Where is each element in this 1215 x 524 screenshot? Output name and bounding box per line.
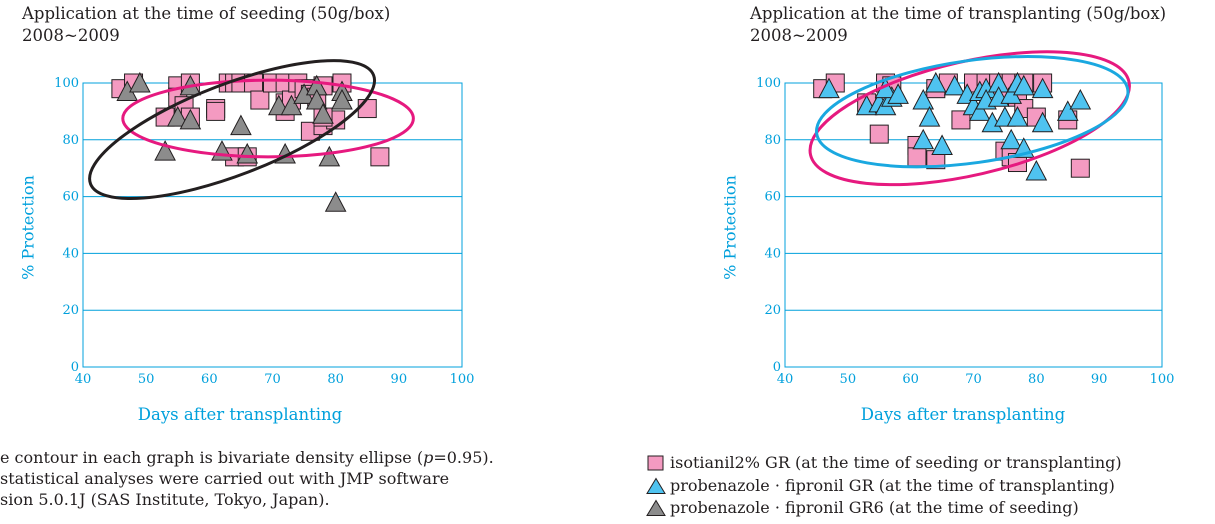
- plot-frame: [784, 82, 1163, 368]
- data-point-triangle: [1056, 100, 1079, 121]
- legend-triangle-marker: [646, 477, 666, 494]
- y-tick-label: 0: [773, 360, 781, 375]
- x-tick-label: 40: [777, 372, 794, 387]
- data-point-triangle: [230, 114, 252, 136]
- data-point-square: [250, 90, 270, 110]
- data-point-triangle: [305, 88, 328, 110]
- y-tick-label: 20: [62, 303, 79, 318]
- data-point-square: [357, 99, 377, 119]
- data-point-triangle: [1031, 111, 1054, 133]
- y-tick-label: 40: [62, 246, 79, 261]
- chart-seeding: Application at the time of seeding (50g/…: [0, 0, 480, 440]
- data-point-triangle: [236, 142, 259, 164]
- data-point-triangle: [1000, 128, 1023, 150]
- data-point-triangle: [324, 191, 347, 212]
- data-point-triangle: [943, 74, 966, 96]
- data-point-square: [206, 101, 226, 121]
- chart-subtitle: 2008~2009: [750, 26, 848, 45]
- x-axis-label: Days after transplanting: [137, 405, 343, 424]
- data-point-triangle: [912, 88, 935, 110]
- x-axis-label: Days after transplanting: [860, 405, 1066, 424]
- legend-label: isotianil2% GR (at the time of seeding o…: [670, 453, 1122, 472]
- x-tick-label: 100: [1150, 372, 1175, 387]
- legend-label: probenazole · fipronil GR6 (at the time …: [670, 498, 1079, 517]
- data-point-triangle: [887, 83, 909, 104]
- data-point-triangle: [1025, 159, 1048, 181]
- data-point-triangle: [968, 100, 991, 121]
- x-tick-label: 60: [902, 372, 919, 387]
- chart-title: Application at the time of transplanting…: [750, 4, 1167, 23]
- y-tick-label: 80: [62, 133, 79, 148]
- x-tick-label: 100: [450, 372, 475, 387]
- data-point-triangle: [312, 103, 334, 124]
- data-point-triangle: [166, 106, 189, 127]
- footnote: e contour in each graph is bivariate den…: [0, 447, 494, 510]
- x-tick-label: 50: [138, 372, 155, 387]
- footnote-text: =0.95).: [433, 448, 494, 467]
- chart-transplanting: Application at the time of transplanting…: [640, 0, 1175, 440]
- footnote-line-2: statistical analyses were carried out wi…: [0, 469, 450, 488]
- footnote-text: e contour in each graph is bivariate den…: [0, 448, 424, 467]
- legend-square-marker: [647, 455, 664, 471]
- x-tick-label: 60: [201, 372, 218, 387]
- y-tick-label: 60: [764, 190, 781, 205]
- x-tick-label: 90: [1091, 372, 1108, 387]
- density-ellipse: [88, 59, 377, 201]
- footnote-p-symbol: p: [423, 448, 434, 467]
- legend-triangle-marker: [646, 499, 666, 517]
- density-ellipse: [815, 55, 1130, 169]
- data-point-triangle: [918, 106, 941, 127]
- data-point-square: [370, 147, 390, 167]
- data-point-triangle: [818, 77, 840, 99]
- data-point-square: [907, 147, 927, 167]
- data-point-triangle: [912, 128, 935, 150]
- x-tick-label: 80: [327, 372, 344, 387]
- data-point-triangle: [1069, 88, 1092, 110]
- footnote-line-3: sion 5.0.1J (SAS Institute, Tokyo, Japan…: [0, 490, 330, 509]
- data-point-triangle: [179, 108, 202, 130]
- x-tick-label: 90: [391, 372, 408, 387]
- legend-item-isotianil: isotianil2% GR (at the time of seeding o…: [646, 452, 1122, 475]
- data-point-triangle: [318, 145, 341, 167]
- y-tick-label: 100: [756, 76, 781, 91]
- chart-title: Application at the time of seeding (50g/…: [22, 4, 391, 23]
- x-tick-label: 80: [1028, 372, 1045, 387]
- legend: isotianil2% GR (at the time of seeding o…: [646, 452, 1122, 520]
- x-tick-label: 40: [75, 372, 92, 387]
- series-triangles: [818, 71, 1092, 181]
- footnote-line-1: e contour in each graph is bivariate den…: [0, 447, 494, 468]
- chart-subtitle: 2008~2009: [22, 26, 120, 45]
- legend-label: probenazole · fipronil GR (at the time o…: [670, 475, 1115, 495]
- legend-item-probenazole-gr6: probenazole · fipronil GR6 (at the time …: [646, 497, 1122, 520]
- data-point-triangle: [931, 134, 953, 155]
- x-tick-label: 70: [965, 372, 982, 387]
- data-point-triangle: [129, 71, 151, 93]
- density-ellipse: [121, 78, 415, 159]
- y-tick-label: 40: [764, 246, 781, 261]
- data-point-triangle: [1012, 74, 1035, 96]
- data-point-triangle: [924, 71, 947, 93]
- y-tick-label: 0: [71, 360, 79, 375]
- data-point-triangle: [331, 88, 353, 110]
- plot-area-seeding: 0 20 40 60 80 100 40 50 60 70 80 90 100: [54, 59, 475, 387]
- data-point-triangle: [1031, 77, 1054, 99]
- y-tick-label: 100: [54, 76, 79, 91]
- data-point-triangle: [280, 94, 303, 116]
- y-tick-label: 60: [62, 190, 79, 205]
- data-point-square: [869, 124, 889, 144]
- x-tick-label: 50: [840, 372, 857, 387]
- plot-area-transplanting: 0 20 40 60 80 100 40 50 60 70 80 90 100: [756, 50, 1175, 387]
- data-point-triangle: [1006, 106, 1029, 127]
- x-tick-label: 70: [264, 372, 281, 387]
- data-point-square: [1070, 158, 1090, 178]
- data-point-triangle: [154, 140, 176, 161]
- y-tick-label: 20: [764, 303, 781, 318]
- legend-item-probenazole-gr: probenazole · fipronil GR (at the time o…: [646, 475, 1122, 498]
- y-tick-label: 80: [764, 133, 781, 148]
